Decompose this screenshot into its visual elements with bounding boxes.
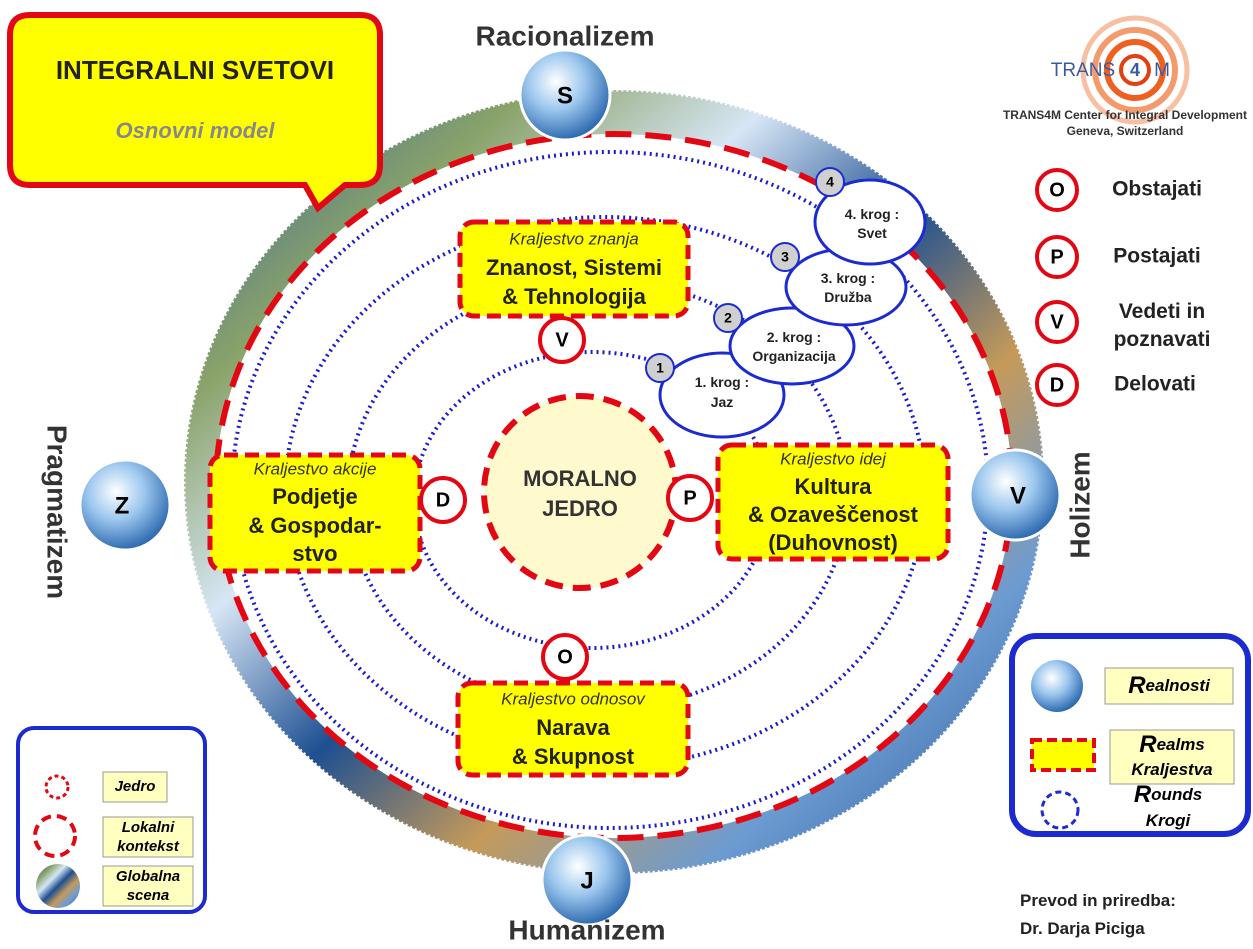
key-letter: P <box>1050 246 1063 268</box>
text-line: Kultura <box>795 474 873 499</box>
globe-letter: Z <box>115 492 130 519</box>
shape: Rounds <box>1134 781 1202 808</box>
world-label: Holizem <box>1064 451 1095 558</box>
text-line: 4. krog : <box>845 206 899 222</box>
text-line: Vedeti in <box>1119 300 1205 323</box>
text-line: & Ozaveščenost <box>748 502 919 527</box>
round-number: 1 <box>656 360 664 376</box>
text-line: 2. krog : <box>767 329 821 345</box>
text-line: poznavati <box>1114 328 1211 351</box>
core-line: JEDRO <box>542 496 618 521</box>
logo-place: Geneva, Switzerland <box>1067 124 1184 138</box>
text-line: Kraljestva <box>1131 760 1212 779</box>
text-line: ealms <box>1157 735 1205 754</box>
world-label: Racionalizem <box>476 20 655 51</box>
text-line: Podjetje <box>272 484 358 509</box>
text-line: Družba <box>824 289 872 305</box>
realm-kicker: Kraljestvo odnosov <box>501 689 646 708</box>
core-line: MORALNO <box>523 466 637 491</box>
globe-letter: S <box>557 82 573 109</box>
text-line: kontekst <box>117 838 180 855</box>
text-line: & Skupnost <box>512 744 635 769</box>
text-line: (Duhovnost) <box>768 530 898 555</box>
realm-kicker: Kraljestvo znanja <box>509 229 638 248</box>
subtitle: Osnovni model <box>116 118 276 143</box>
text-line: Jaz <box>711 394 734 410</box>
legend-label: Realnosti <box>1128 672 1211 699</box>
key-letter: O <box>1049 179 1065 201</box>
globe-letter: J <box>580 867 593 894</box>
text-line: Prevod in priredba: <box>1020 891 1176 910</box>
logo-org: TRANS4M Center for Integral Development <box>1003 108 1247 122</box>
text-line: 3. krog : <box>821 270 875 286</box>
key-letter: V <box>1050 311 1064 333</box>
shape: Realms <box>1139 731 1205 758</box>
text-line: & Gospodar- <box>248 513 381 538</box>
function-letter: O <box>557 646 573 668</box>
world-label: Pragmatizem <box>42 425 73 599</box>
key-label: Delovati <box>1114 373 1196 396</box>
text-line: ounds <box>1151 785 1202 804</box>
round-number: 4 <box>826 174 834 190</box>
legend-label: Jedro <box>115 778 156 795</box>
legend-realm-icon <box>1032 740 1094 770</box>
key-label: Postajati <box>1113 245 1201 268</box>
logo-num: 4 <box>1130 60 1140 80</box>
credit: Prevod in priredba: Dr. Darja Piciga <box>1020 891 1176 938</box>
logo-right: M <box>1154 60 1170 81</box>
legend-globe-icon <box>1031 660 1083 712</box>
key-label: Obstajati <box>1112 178 1202 201</box>
moral-core <box>484 396 676 588</box>
text-line: ealnosti <box>1146 676 1212 695</box>
key-letter: D <box>1050 374 1064 396</box>
text-line: R <box>1139 731 1157 758</box>
legend-globe-icon <box>36 864 80 908</box>
round-number: 3 <box>781 249 789 265</box>
round-number: 2 <box>724 310 732 326</box>
realm-kicker: Kraljestvo akcije <box>254 459 377 478</box>
text-line: Dr. Darja Piciga <box>1020 919 1145 938</box>
globe-letter: V <box>1010 482 1026 509</box>
text-line: Krogi <box>1146 811 1192 830</box>
logo-left: TRANS <box>1051 60 1115 81</box>
text-line: Narava <box>536 715 610 740</box>
text-line: 1. krog : <box>695 374 749 390</box>
world-label: Humanizem <box>508 914 665 945</box>
text-line: Svet <box>857 225 887 241</box>
text-line: R <box>1128 672 1146 699</box>
text-line: Globalna <box>116 868 180 885</box>
text-line: R <box>1134 781 1152 808</box>
text-line: Organizacija <box>752 348 835 364</box>
realm-kicker: Kraljestvo idej <box>780 449 887 468</box>
function-letter: V <box>555 329 569 351</box>
title-callout <box>10 15 380 208</box>
text-line: Znanost, Sistemi <box>486 255 662 280</box>
title: INTEGRALNI SVETOVI <box>56 55 334 85</box>
function-letter: D <box>436 489 450 511</box>
text-line: stvo <box>292 541 337 566</box>
integral-worlds-diagram: MORALNO JEDRO Kraljestvo znanja Znanost, … <box>0 0 1253 949</box>
text-line: Lokalni <box>122 819 175 836</box>
text-line: & Tehnologija <box>502 284 647 309</box>
function-letter: P <box>683 487 696 509</box>
key-label: Vedeti in poznavati <box>1114 300 1211 351</box>
text-line: scena <box>127 887 170 904</box>
